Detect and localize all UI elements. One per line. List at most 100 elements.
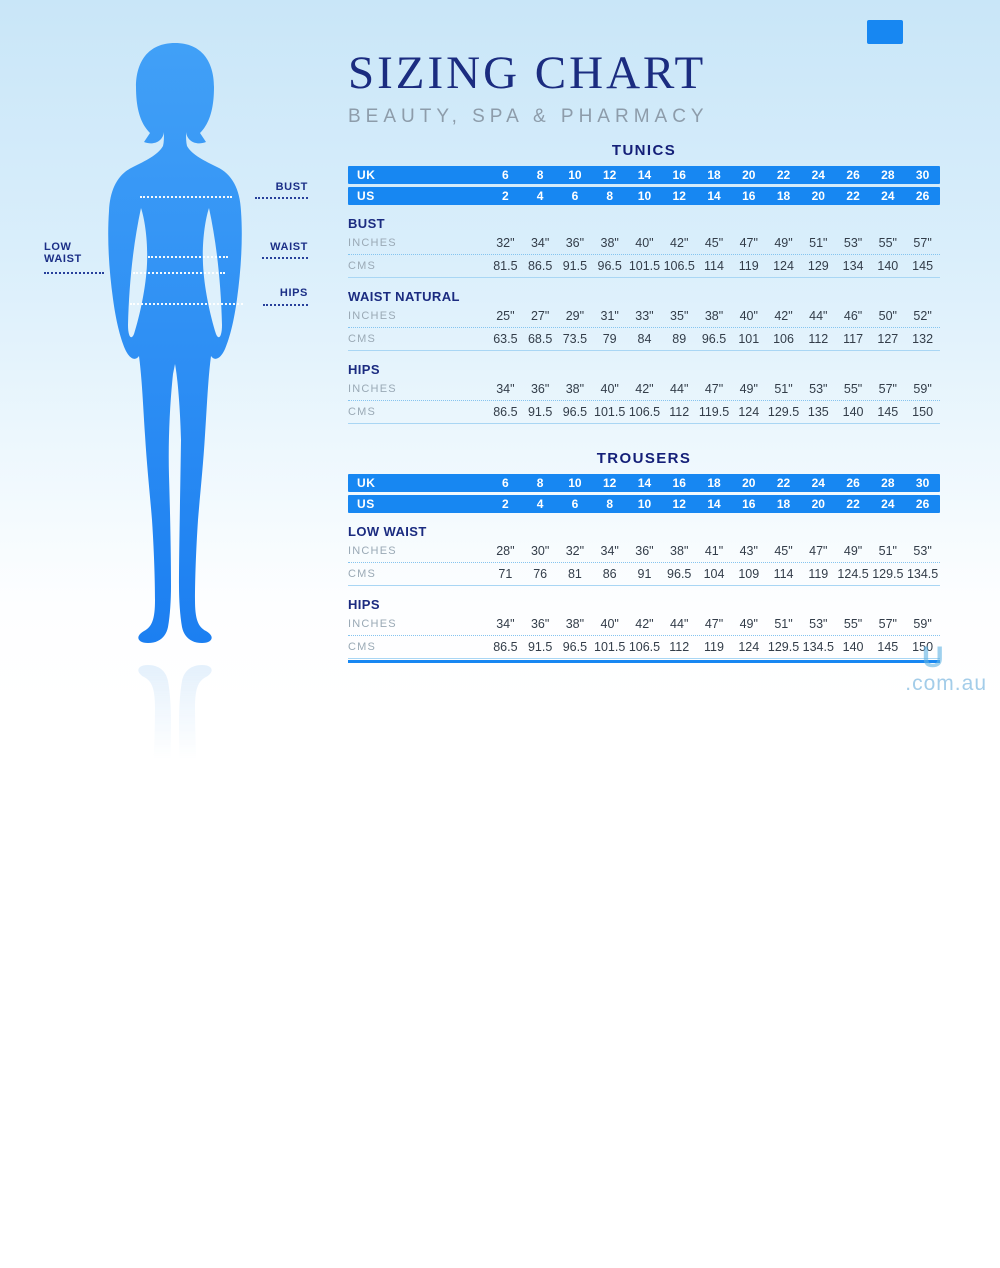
inches-label: INCHES — [348, 618, 397, 630]
uk-size-value: 14 — [637, 476, 652, 490]
measurement-value: 49" — [739, 382, 758, 396]
us-label: US — [357, 497, 375, 511]
inches-row: INCHES 34" 36" 38" 40" 42" 44" 47" 49" 51" 53" 55" 5… — [348, 613, 940, 636]
measurement-value: 47" — [704, 617, 724, 631]
measurement-value: 45" — [704, 236, 724, 250]
measurement-value: 129 — [807, 259, 829, 273]
measurement-value: 53" — [913, 544, 932, 558]
measurement-value: 86.5 — [527, 259, 553, 273]
us-size-row: US 2 4 6 8 10 12 14 16 18 20 22 24 26 — [348, 495, 940, 513]
cms-row: CMS 86.5 91.5 96.5 101.5 106.5 112 119.5 124 129.… — [348, 401, 940, 424]
uk-label: UK — [357, 168, 376, 182]
measurement-value: 43" — [739, 544, 758, 558]
measurement-value: 81.5 — [493, 259, 518, 273]
page-subtitle: BEAUTY, SPA & PHARMACY — [348, 106, 709, 127]
inches-row: INCHES 25" 27" 29" 31" 33" 35" 38" 40" 42" 44" 46" 5… — [348, 305, 940, 328]
measurement-value: 140 — [842, 640, 864, 654]
body-figure — [85, 40, 265, 660]
measurement-value: 112 — [808, 332, 829, 346]
uk-size-value: 22 — [776, 476, 791, 490]
measurement-value: 42" — [635, 617, 654, 631]
measurement-value: 57" — [878, 617, 897, 631]
measurement-value: 32" — [565, 544, 585, 558]
low-waist-line-label — [44, 272, 104, 274]
uk-size-value: 30 — [915, 168, 930, 182]
uk-size-value: 10 — [568, 168, 582, 182]
uk-size-row: UK 6 8 10 12 14 16 18 20 22 24 26 28 30 — [348, 474, 940, 492]
measurement-value: 79 — [602, 332, 617, 346]
uk-size-value: 12 — [603, 476, 617, 490]
measurement-value: 51" — [774, 382, 793, 396]
body-figure-reflection — [85, 648, 265, 1268]
measurement-value: 140 — [877, 259, 899, 273]
section-title: WAIST NATURAL — [348, 289, 460, 304]
inches-label: INCHES — [348, 310, 397, 322]
female-silhouette-icon — [108, 43, 242, 643]
measurement-value: 119.5 — [698, 405, 730, 419]
measurement-value: 47" — [739, 236, 758, 250]
measurement-value: 59" — [913, 617, 932, 631]
measurement-value: 134.5 — [802, 640, 834, 654]
measurement-value: 41" — [704, 544, 724, 558]
measurement-value: 96.5 — [667, 567, 692, 581]
measurement-value: 33" — [635, 309, 654, 323]
us-size-row: US 2 4 6 8 10 12 14 16 18 20 22 24 26 — [348, 187, 940, 205]
measurement-value: 51" — [774, 617, 793, 631]
inches-label: INCHES — [348, 545, 397, 557]
uk-size-value: 14 — [637, 168, 652, 182]
figure-label-waist: WAIST — [270, 241, 308, 253]
section-title: HIPS — [348, 597, 380, 612]
measurement-value: 104 — [703, 567, 725, 581]
measurement-value: 109 — [738, 567, 760, 581]
us-size-value: 16 — [742, 189, 756, 203]
cms-row: CMS 71 76 81 86 91 96.5 104 109 114 119 124.5 129.5 1… — [348, 563, 940, 586]
measurement-value: 42" — [635, 382, 654, 396]
measurement-value: 44" — [809, 309, 828, 323]
measurement-value: 47" — [704, 382, 724, 396]
figure-label-hips: HIPS — [279, 287, 308, 299]
us-size-value: 14 — [707, 497, 721, 511]
us-size-value: 12 — [672, 497, 686, 511]
us-size-value: 2 — [502, 497, 509, 511]
measurement-value: 112 — [669, 640, 690, 654]
us-size-value: 22 — [846, 189, 860, 203]
uk-size-row: UK 6 8 10 12 14 16 18 20 22 24 26 28 30 — [348, 166, 940, 184]
measurement-value: 129.5 — [872, 567, 904, 581]
us-size-value: 16 — [742, 497, 756, 511]
us-size-value: 6 — [571, 497, 579, 511]
us-size-value: 26 — [915, 189, 930, 203]
us-size-value: 24 — [881, 497, 895, 511]
us-size-value: 18 — [776, 189, 791, 203]
measurement-value: 76 — [533, 567, 548, 581]
measurement-value: 127 — [877, 332, 899, 346]
measurement-value: 63.5 — [493, 332, 518, 346]
us-size-value: 4 — [536, 189, 544, 203]
hips-line-body — [130, 303, 243, 305]
measurement-value: 47" — [809, 544, 828, 558]
measurement-value: 106 — [773, 332, 794, 346]
measurement-value: 38" — [670, 544, 689, 558]
measurement-value: 50" — [878, 309, 897, 323]
measurement-value: 101.5 — [594, 405, 626, 419]
uk-size-value: 8 — [536, 168, 544, 182]
measurement-value: 124.5 — [837, 567, 869, 581]
uk-size-value: 20 — [742, 168, 756, 182]
us-size-value: 26 — [915, 497, 930, 511]
measurement-value: 49" — [739, 617, 758, 631]
cms-label: CMS — [348, 406, 377, 418]
cms-label: CMS — [348, 568, 377, 580]
table-title: TUNICS — [611, 142, 677, 159]
measurement-value: 150 — [912, 405, 934, 419]
measurement-value: 134.5 — [906, 567, 939, 581]
measurement-value: 68.5 — [527, 332, 553, 346]
size-table-trousers: TROUSERS UK 6 8 10 12 14 16 18 20 22 24 26 28 30 US 2 4 6 8… — [348, 450, 940, 663]
measurement-value: 38" — [565, 382, 585, 396]
measurement-value: 132 — [912, 332, 934, 346]
uk-size-value: 18 — [707, 476, 721, 490]
measurement-value: 96.5 — [597, 259, 622, 273]
measurement-value: 57" — [878, 382, 897, 396]
watermark-domain: .com.au — [905, 672, 987, 695]
measurement-value: 129.5 — [767, 405, 800, 419]
measurement-value: 40" — [600, 617, 619, 631]
